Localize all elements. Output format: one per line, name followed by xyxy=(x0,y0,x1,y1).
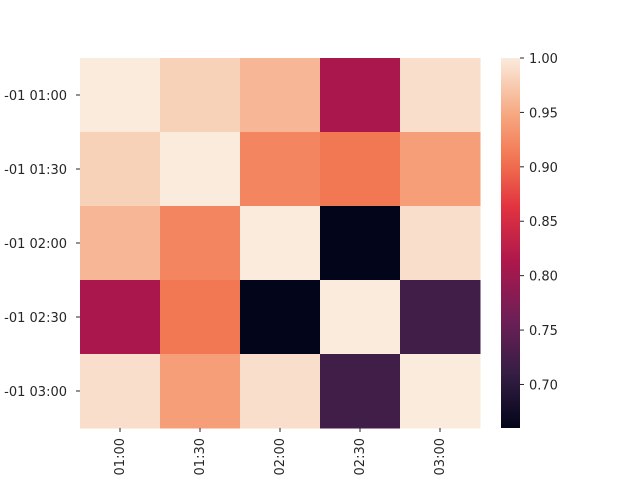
heatmap-cell xyxy=(320,354,401,429)
x-tick-label: 02:30 xyxy=(353,438,368,475)
heatmap-cell xyxy=(240,58,321,133)
colorbar-gradient xyxy=(501,58,520,428)
colorbar-tick-label: 0.95 xyxy=(529,106,558,121)
colorbar: 0.70 0.75 0.80 0.85 0.90 0.95 1.00 xyxy=(501,52,558,428)
heatmap-cell xyxy=(320,206,401,281)
heatmap-cell xyxy=(400,280,481,355)
colorbar-tick-label: 0.85 xyxy=(529,215,558,230)
x-axis: 01:00 01:30 02:00 02:30 03:00 xyxy=(113,428,448,475)
heatmap-cell xyxy=(400,132,481,207)
colorbar-tick-label: 0.90 xyxy=(529,161,558,176)
heatmap-cell xyxy=(160,354,241,429)
heatmap-cell xyxy=(160,132,241,207)
heatmap-cell xyxy=(240,354,321,429)
heatmap-cell xyxy=(400,58,481,133)
heatmap-cell xyxy=(240,280,321,355)
heatmap-cell xyxy=(240,206,321,281)
colorbar-tick-label: 0.75 xyxy=(529,324,558,339)
heatmap-cell xyxy=(80,206,161,281)
y-tick-label: -01 03:00 xyxy=(4,385,67,400)
y-tick-label: -01 01:00 xyxy=(4,89,67,104)
y-tick-label: -01 02:00 xyxy=(4,237,67,252)
y-tick-label: -01 02:30 xyxy=(4,311,67,326)
heatmap-cell xyxy=(320,58,401,133)
x-tick-label: 01:00 xyxy=(113,438,128,475)
heatmap-cell xyxy=(320,132,401,207)
heatmap-cell xyxy=(80,354,161,429)
y-tick-label: -01 01:30 xyxy=(4,163,67,178)
x-tick-label: 02:00 xyxy=(273,438,288,475)
heatmap-cell xyxy=(400,206,481,281)
colorbar-tick-label: 0.70 xyxy=(529,378,558,393)
colorbar-tick-label: 0.80 xyxy=(529,270,558,285)
colorbar-tick-label: 1.00 xyxy=(529,52,558,67)
heatmap-cell xyxy=(400,354,481,429)
y-axis: -01 01:00 -01 01:30 -01 02:00 -01 02:30 -01 … xyxy=(4,89,80,400)
x-tick-label: 01:30 xyxy=(193,438,208,475)
heatmap-cell xyxy=(160,280,241,355)
heatmap-cell xyxy=(320,280,401,355)
heatmap-cell xyxy=(160,58,241,133)
heatmap-cell xyxy=(240,132,321,207)
x-tick-label: 03:00 xyxy=(433,438,448,475)
heatmap-cells xyxy=(80,58,481,429)
heatmap-cell xyxy=(80,58,161,133)
heatmap-cell xyxy=(80,132,161,207)
heatmap-cell xyxy=(160,206,241,281)
heatmap-cell xyxy=(80,280,161,355)
